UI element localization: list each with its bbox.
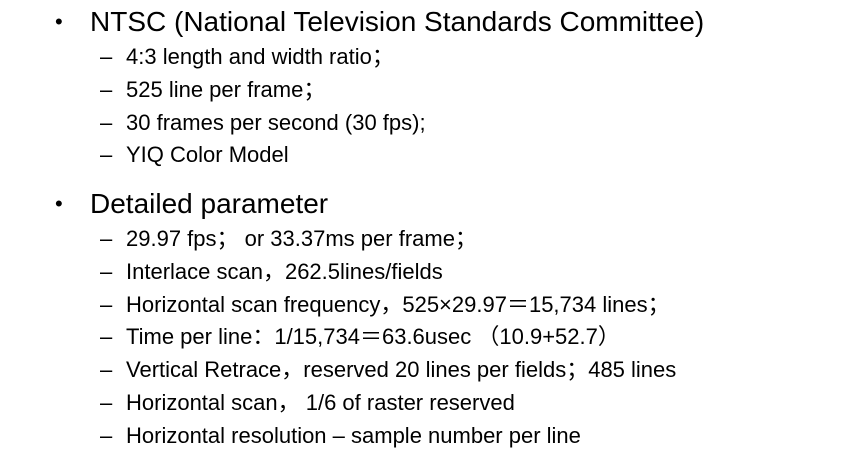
dash-icon: – xyxy=(100,422,113,448)
list-item: – Interlace scan，262.5lines/fields xyxy=(0,256,859,289)
list-item: – 525 line per frame； xyxy=(0,74,859,107)
list-item: – YIQ Color Model xyxy=(0,139,859,172)
dash-icon: – xyxy=(100,258,113,284)
dash-icon: – xyxy=(100,226,113,251)
list-item: – Horizontal scan， 1/6 of raster reserve… xyxy=(0,387,859,420)
list-item-text: YIQ Color Model xyxy=(126,142,289,168)
dash-icon: – xyxy=(100,109,113,135)
list-item-text: 4:3 length and width ratio； xyxy=(126,44,394,69)
list-item: – Horizontal scan frequency，525×29.97＝15… xyxy=(0,289,859,322)
list-item: – 29.97 fps； or 33.37ms per frame； xyxy=(0,223,859,256)
section-detailed-parameter: • Detailed parameter – 29.97 fps； or 33.… xyxy=(0,185,859,453)
sub-list: – 4:3 length and width ratio； – 525 line… xyxy=(0,41,859,172)
list-item-text: 525 line per frame； xyxy=(126,76,326,102)
list-item-text: Horizontal resolution – sample number pe… xyxy=(126,422,581,448)
dash-icon: – xyxy=(100,389,113,415)
list-item-text: 30 frames per second (30 fps); xyxy=(126,109,426,135)
bullet-icon: • xyxy=(55,191,63,216)
list-item: – 4:3 length and width ratio； xyxy=(0,41,859,74)
dash-icon: – xyxy=(100,324,113,350)
section-heading: • Detailed parameter xyxy=(0,185,859,223)
dash-icon: – xyxy=(100,291,113,317)
list-item: – 30 frames per second (30 fps); xyxy=(0,107,859,140)
list-item-text: Horizontal scan， 1/6 of raster reserved xyxy=(126,389,515,415)
sub-list: – 29.97 fps； or 33.37ms per frame； – Int… xyxy=(0,223,859,453)
list-item: – Time per line：1/15,734＝63.6usec （10.9+… xyxy=(0,321,859,354)
list-item-text: Horizontal scan frequency，525×29.97＝15,7… xyxy=(126,291,670,317)
dash-icon: – xyxy=(100,357,113,383)
section-heading: • NTSC (National Television Standards Co… xyxy=(0,3,859,41)
section-title: Detailed parameter xyxy=(90,188,329,219)
list-item-text: Time per line：1/15,734＝63.6usec （10.9+52… xyxy=(126,324,620,350)
list-item: – Vertical Retrace，reserved 20 lines per… xyxy=(0,354,859,387)
dash-icon: – xyxy=(100,44,113,69)
dash-icon: – xyxy=(100,76,113,102)
dash-icon: – xyxy=(100,142,113,168)
bullet-icon: • xyxy=(55,9,63,34)
list-item-text: Interlace scan，262.5lines/fields xyxy=(126,258,443,284)
list-item: – Horizontal resolution – sample number … xyxy=(0,420,859,453)
section-title: NTSC (National Television Standards Comm… xyxy=(90,6,705,37)
section-ntsc: • NTSC (National Television Standards Co… xyxy=(0,3,859,172)
list-item-text: 29.97 fps； or 33.37ms per frame； xyxy=(126,226,477,251)
list-item-text: Vertical Retrace，reserved 20 lines per f… xyxy=(126,357,677,383)
